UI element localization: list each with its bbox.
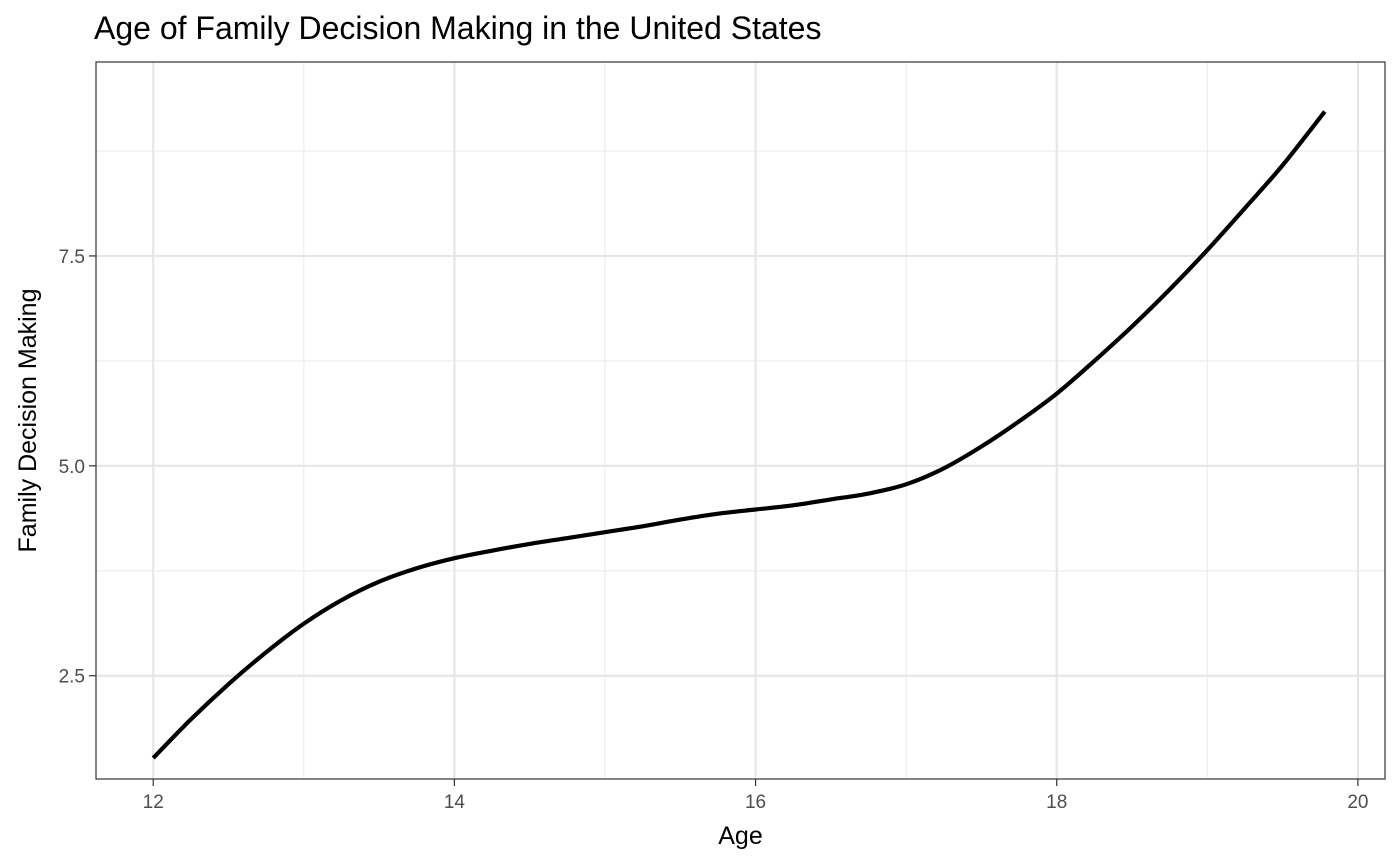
x-tick-label: 16 <box>745 792 766 813</box>
major-gridlines <box>96 62 1385 779</box>
x-axis-title: Age <box>718 822 762 850</box>
y-tick-label: 2.5 <box>59 667 85 688</box>
minor-gridlines <box>96 62 1385 779</box>
x-tick-label: 20 <box>1347 792 1368 813</box>
panel-border <box>95 61 1386 780</box>
y-tick-label: 7.5 <box>59 247 85 268</box>
y-axis-title: Family Decision Making <box>14 289 42 553</box>
x-axis: 12 14 16 18 20 <box>143 779 1368 813</box>
y-tick-label: 5.0 <box>59 457 85 478</box>
chart-title: Age of Family Decision Making in the Uni… <box>94 10 822 46</box>
series-layer <box>151 110 1327 760</box>
x-tick-label: 14 <box>444 792 466 813</box>
x-tick-label: 18 <box>1046 792 1067 813</box>
series-line-0 <box>151 110 1327 760</box>
x-tick-label: 12 <box>143 792 164 813</box>
y-axis: 2.5 5.0 7.5 <box>59 247 96 688</box>
